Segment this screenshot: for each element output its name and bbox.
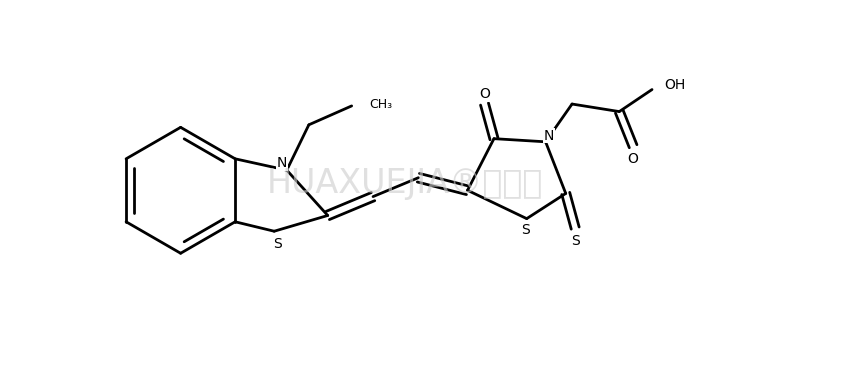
Text: HUAXUEJIA®化学加: HUAXUEJIA®化学加	[266, 167, 543, 201]
Text: S: S	[571, 234, 580, 248]
Text: N: N	[277, 156, 287, 170]
Text: O: O	[479, 87, 490, 101]
Text: S: S	[273, 237, 282, 251]
Text: O: O	[628, 152, 638, 166]
Text: CH₃: CH₃	[369, 98, 393, 111]
Text: S: S	[521, 223, 530, 237]
Text: N: N	[543, 129, 554, 143]
Text: OH: OH	[664, 78, 686, 92]
